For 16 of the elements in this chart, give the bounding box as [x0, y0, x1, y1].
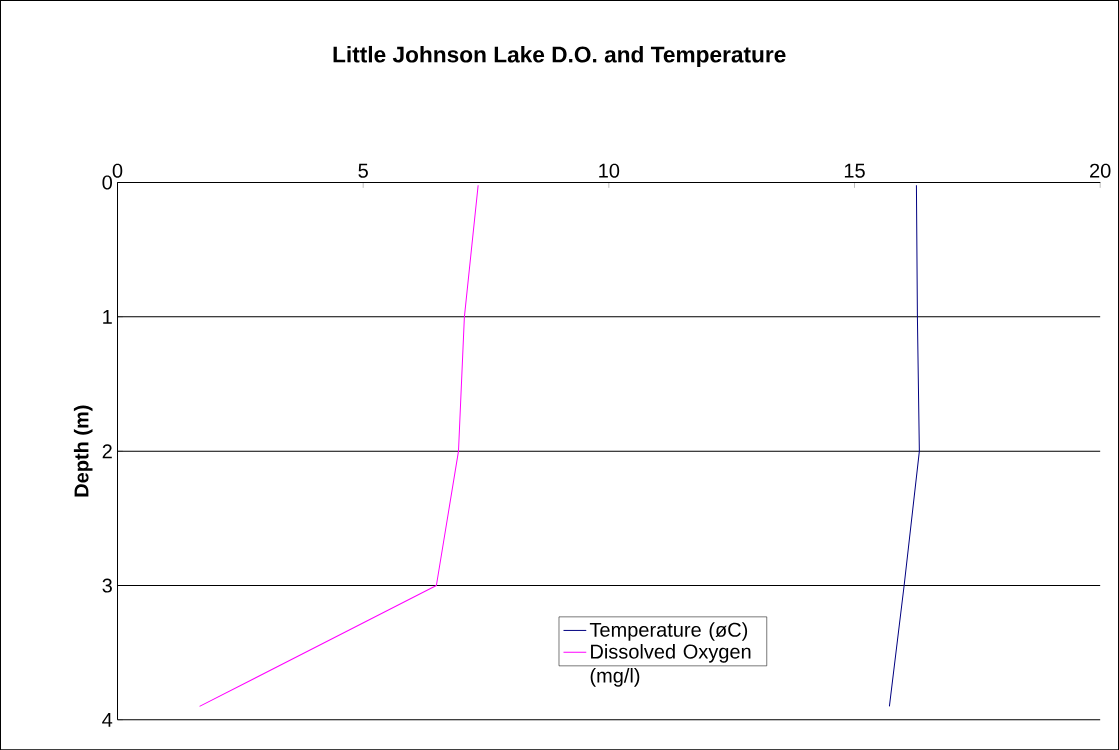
line-series [199, 184, 479, 707]
x-tick-label: 20 [1090, 163, 1111, 178]
y-tick-label: 3 [102, 578, 112, 593]
y-axis-title: Depth (m) [73, 405, 93, 497]
x-tick-label: 5 [358, 163, 368, 178]
x-tick-label: 0 [112, 163, 123, 178]
line-series [888, 184, 920, 707]
y-tick-label: 0 [102, 175, 112, 190]
x-tick-label: 10 [599, 163, 620, 178]
x-tick-label: 15 [844, 163, 865, 178]
legend-label: Dissolved Oxygen (mg/l) [590, 643, 751, 687]
y-tick-label: 4 [102, 712, 113, 727]
legend-label: Temperature (øC) [589, 622, 748, 641]
chart-title: Little Johnson Lake D.O. and Temperature [333, 45, 786, 67]
y-tick-label: 2 [102, 444, 112, 458]
y-tick-label: 1 [103, 309, 112, 324]
